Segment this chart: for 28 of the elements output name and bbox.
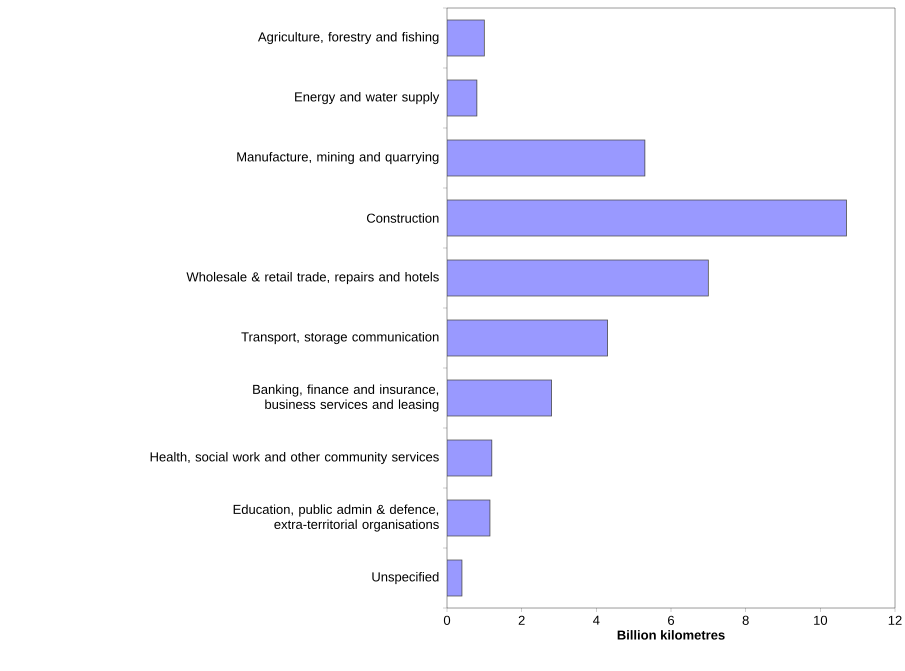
x-tick-label: 0 (444, 616, 450, 625)
bar (447, 560, 462, 596)
y-tick-label: Agriculture, forestry and fishing (258, 32, 438, 44)
y-tick-label: Banking, finance and insurance, business services and leasing (253, 384, 438, 412)
x-tick-label: 4 (593, 616, 600, 625)
y-tick-label: Transport, storage communication (241, 332, 438, 344)
bar (447, 440, 492, 476)
y-tick-label: Education, public admin & defence, extra-territorial organisations (234, 504, 439, 532)
y-tick-label: Wholesale & retail trade, repairs and hotels (186, 272, 439, 284)
bar (447, 260, 709, 296)
x-tick-label: 2 (518, 616, 525, 625)
y-tick-label: Unspecified (372, 572, 438, 584)
bar (447, 380, 552, 416)
x-tick-label: 6 (668, 616, 674, 625)
bar (447, 200, 847, 236)
y-tick-label: Health, social work and other community services (150, 452, 439, 464)
bar (447, 140, 646, 176)
x-tick-label: 8 (742, 616, 749, 625)
bar (447, 500, 490, 536)
y-tick-label: Construction (366, 213, 438, 223)
y-tick-label: Manufacture, mining and quarrying (237, 152, 438, 164)
bar (447, 80, 478, 116)
x-axis-title: Billion kilometres (618, 630, 725, 640)
bar (447, 320, 608, 356)
bar (447, 20, 485, 56)
y-tick-label: Energy and water supply (295, 92, 440, 104)
x-tick-label: 10 (814, 616, 828, 625)
x-tick-label: 12 (888, 616, 902, 625)
